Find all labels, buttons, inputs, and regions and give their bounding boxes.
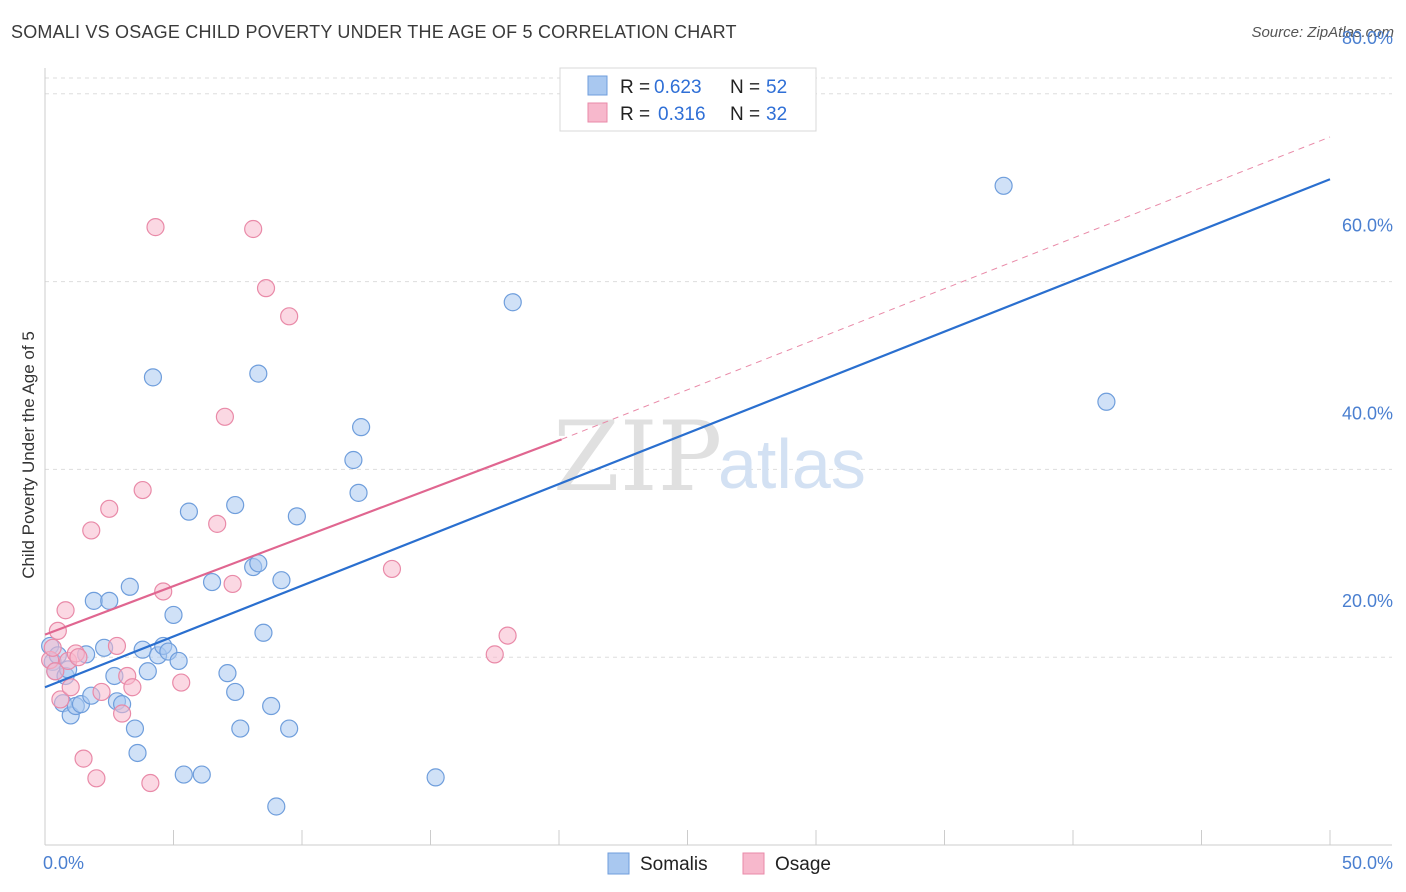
somalis-point	[226, 682, 245, 702]
osage-point	[100, 499, 119, 518]
osage-point	[46, 662, 65, 681]
watermark: ZIP atlas	[553, 401, 866, 513]
somalis-point	[503, 293, 522, 312]
osage-point	[141, 773, 160, 793]
osage-point	[223, 574, 242, 594]
somalis-point	[994, 176, 1013, 195]
x-tick-labels: 0.0% 50.0%	[43, 853, 1393, 873]
somalis-point	[179, 502, 199, 521]
somalis-point	[280, 719, 299, 738]
y-tick-label: 60.0%	[1342, 216, 1393, 236]
somalis-point	[125, 719, 145, 738]
watermark-zip: ZIP	[553, 401, 722, 513]
somalis-point	[143, 368, 163, 387]
legend-n-value-osage: 32	[766, 104, 787, 125]
y-axis-title: Child Poverty Under the Age of 5	[19, 331, 38, 579]
source-label: Source: ZipAtlas.com	[1251, 24, 1394, 41]
legend-n-label-osage: N =	[730, 104, 760, 125]
osage-point	[92, 682, 111, 702]
somalis-point	[231, 719, 250, 738]
legend-n-label-somalis: N =	[730, 77, 760, 98]
osage-trendline-extension	[561, 136, 1331, 440]
osage-point	[43, 638, 62, 657]
chart-title: SOMALI VS OSAGE CHILD POVERTY UNDER THE …	[11, 22, 737, 42]
somalis-point	[352, 418, 371, 437]
series-legend: Somalis Osage	[607, 852, 831, 875]
osage-point	[280, 307, 299, 326]
somalis-point	[100, 591, 119, 610]
somalis-point	[287, 507, 306, 526]
osage-point	[256, 279, 276, 298]
osage-point	[485, 645, 504, 664]
somalis-point	[202, 572, 222, 592]
osage-point	[215, 407, 234, 426]
somalis-trendline	[44, 178, 1331, 689]
bottom-legend-label-somalis: Somalis	[640, 854, 708, 875]
somalis-point	[349, 483, 368, 502]
osage-point	[61, 678, 80, 697]
osage-point	[69, 648, 88, 667]
osage-point	[56, 601, 75, 620]
osage-point	[498, 626, 517, 645]
somalis-point	[267, 797, 286, 816]
osage-point	[82, 521, 101, 540]
bottom-legend-swatch-somalis	[607, 852, 630, 875]
somalis-point	[426, 768, 445, 787]
osage-point	[87, 769, 106, 788]
watermark-atlas: atlas	[718, 425, 866, 503]
somalis-point	[226, 495, 245, 515]
legend-r-value-somalis: 0.623	[654, 77, 702, 98]
somalis-point	[344, 450, 363, 470]
x-tick-label: 50.0%	[1342, 853, 1393, 873]
y-tick-label: 80.0%	[1342, 28, 1393, 48]
bottom-legend-swatch-osage	[742, 852, 765, 875]
somalis-point	[218, 664, 237, 683]
legend-r-value-osage: 0.316	[658, 104, 706, 125]
somalis-point	[249, 364, 268, 383]
y-tick-label: 20.0%	[1342, 591, 1393, 611]
legend-r-label-somalis: R =	[620, 77, 650, 98]
somalis-point	[1097, 392, 1116, 411]
correlation-legend: R = 0.623 N = 52 R = 0.316 N = 32	[559, 67, 817, 132]
osage-point	[172, 673, 191, 692]
legend-n-value-somalis: 52	[766, 77, 787, 98]
legend-r-label-osage: R =	[620, 104, 650, 125]
somalis-point	[192, 765, 211, 784]
somalis-point	[164, 605, 183, 625]
somalis-point	[169, 651, 188, 671]
somalis-point	[174, 765, 193, 784]
y-tick-labels: 20.0% 40.0% 60.0% 80.0%	[1342, 28, 1393, 611]
axes	[44, 68, 1392, 846]
bottom-legend-label-osage: Osage	[775, 854, 831, 875]
somalis-point	[128, 743, 147, 763]
osage-point	[107, 636, 127, 656]
trendlines	[44, 136, 1331, 689]
y-tick-label: 40.0%	[1342, 403, 1393, 423]
somalis-point	[84, 591, 103, 610]
somalis-point	[120, 577, 139, 596]
osage-point	[382, 559, 402, 579]
osage-point	[51, 690, 70, 709]
somalis-point	[138, 662, 157, 681]
legend-swatch-osage	[587, 102, 608, 123]
osage-point	[112, 704, 132, 723]
osage-trendline	[44, 438, 562, 636]
osage-point	[133, 480, 152, 500]
osage-point	[244, 219, 263, 239]
x-tick-label: 0.0%	[43, 853, 84, 873]
somalis-point	[262, 696, 281, 716]
osage-point	[123, 678, 142, 697]
osage-point	[208, 514, 227, 533]
legend-swatch-somalis	[587, 75, 608, 96]
osage-point	[146, 218, 165, 237]
somalis-point	[272, 571, 291, 590]
osage-point	[74, 749, 93, 768]
somalis-point	[254, 623, 273, 642]
